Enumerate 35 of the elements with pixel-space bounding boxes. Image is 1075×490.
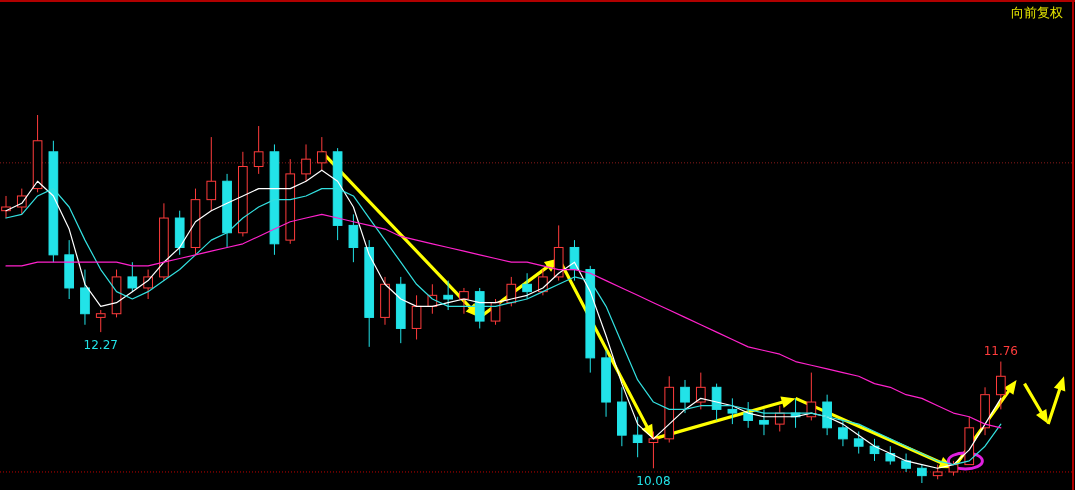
candlestick: [395, 276, 406, 344]
candlestick: [222, 173, 232, 248]
candlestick: [269, 143, 280, 256]
candlestick: [253, 125, 264, 175]
candlestick: [522, 272, 532, 300]
candlestick: [316, 136, 327, 171]
candlestick: [680, 379, 690, 414]
candlestick: [348, 213, 359, 263]
candlestick: [648, 430, 659, 469]
candlestick: [601, 350, 611, 418]
candlestick: [80, 269, 90, 326]
candlestick: [617, 386, 627, 447]
candlestick: [64, 239, 75, 300]
candlestick: [48, 140, 59, 263]
candlestick: [838, 419, 848, 447]
candlestick: [301, 143, 311, 182]
candlestick: [364, 239, 375, 348]
candlestick: [664, 375, 675, 444]
candlestick: [901, 453, 911, 473]
candlestick: [980, 386, 990, 436]
annotation: 11.76: [983, 343, 1019, 358]
candlestick: [443, 280, 453, 311]
candlestick: [238, 151, 248, 237]
candlestick: [917, 464, 927, 484]
annotation: 10.08: [636, 474, 671, 489]
candlestick: [759, 408, 769, 436]
candlestick: [632, 416, 643, 458]
candlestick: [822, 394, 832, 436]
candlestick: [411, 294, 422, 340]
annotation: 12.27: [83, 338, 118, 353]
candlestick: [206, 136, 217, 212]
text: 向前复权: [1011, 5, 1063, 20]
candlestick: [459, 287, 469, 315]
candlestick: [380, 276, 390, 326]
candlestick: [727, 397, 738, 425]
